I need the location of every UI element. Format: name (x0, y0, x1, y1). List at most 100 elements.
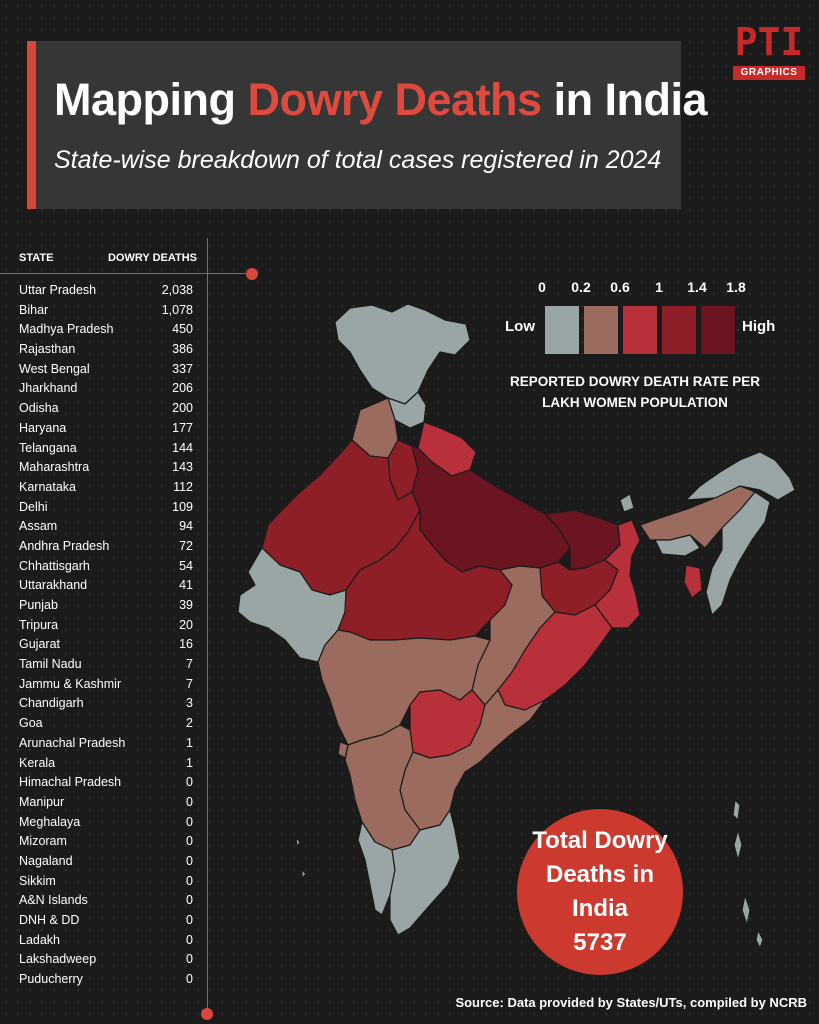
logo-main-text: PTI (733, 20, 805, 64)
state-name: Nagaland (19, 853, 73, 868)
region-kerala (357, 821, 396, 916)
state-name: Karnataka (19, 479, 76, 494)
table-row: Meghalaya 0 (19, 813, 193, 833)
source-note: Source: Data provided by States/UTs, com… (455, 995, 807, 1010)
state-name: Ladakh (19, 932, 61, 947)
region-karnataka (344, 724, 421, 851)
table-row: West Bengal 337 (19, 360, 193, 380)
state-name: Chandigarh (19, 696, 84, 711)
legend-swatch (622, 305, 658, 355)
dowry-deaths-value: 0 (186, 853, 193, 868)
region-nagaland-manipur-mizoram (705, 491, 771, 616)
total-line2: Deaths in India (545, 861, 655, 922)
table-row: Nagaland 0 (19, 852, 193, 872)
logo-sub-text: GRAPHICS (733, 66, 805, 80)
table-row: Chhattisgarh 54 (19, 557, 193, 577)
state-name: Haryana (19, 420, 67, 435)
legend-title-line1: REPORTED DOWRY DEATH RATE PER (509, 374, 760, 389)
dowry-deaths-value: 0 (186, 794, 193, 809)
state-name: Andhra Pradesh (19, 538, 110, 553)
table-row: Assam 94 (19, 517, 193, 537)
dowry-deaths-value: 0 (186, 972, 193, 987)
table-row: Odisha 200 (19, 399, 193, 419)
state-name: Tripura (19, 617, 59, 632)
dowry-deaths-value: 0 (186, 834, 193, 849)
state-name: Assam (19, 519, 58, 534)
dowry-deaths-value: 0 (186, 913, 193, 927)
legend-tick-label: 1 (655, 279, 663, 295)
dowry-deaths-value: 20 (179, 617, 193, 632)
region-tripura (683, 564, 703, 599)
state-name: Chhattisgarh (19, 558, 90, 573)
table-row: Uttar Pradesh 2,038 (19, 281, 193, 301)
total-line1: Total Dowry (532, 827, 668, 854)
dowry-deaths-value: 7 (186, 657, 193, 672)
region-meghalaya (654, 534, 701, 557)
table-row: Puducherry 0 (19, 970, 193, 990)
dowry-deaths-value: 1 (186, 735, 193, 750)
table-row: Ladakh 0 (19, 931, 193, 951)
state-name: Delhi (19, 499, 48, 514)
region-goa (337, 741, 349, 759)
state-name: Manipur (19, 794, 65, 809)
dowry-deaths-value: 0 (186, 873, 193, 888)
state-name: Mizoram (19, 834, 67, 849)
header-dowry-deaths: DOWRY DEATHS (107, 252, 197, 264)
dowry-deaths-value: 94 (179, 519, 193, 534)
state-name: Telangana (19, 440, 77, 455)
state-name: Gujarat (19, 637, 60, 652)
table-row: Maharashtra 143 (19, 458, 193, 478)
title-part1: Mapping (54, 74, 248, 125)
state-name: Rajasthan (19, 342, 76, 357)
dowry-deaths-value: 112 (173, 479, 193, 494)
state-name: Jammu & Kashmir (19, 676, 122, 691)
region-islands-an (732, 799, 764, 949)
table-row: Telangana 144 (19, 439, 193, 459)
legend-low-label: Low (505, 318, 535, 335)
divider-dot (246, 268, 258, 280)
dowry-deaths-value: 144 (172, 440, 193, 455)
state-name: Punjab (19, 598, 58, 612)
table-row: Haryana 177 (19, 419, 193, 439)
total-value: 5737 (573, 929, 627, 956)
legend-swatch (661, 305, 697, 355)
table-row: Goa 2 (19, 714, 193, 734)
region-sikkim (619, 493, 635, 513)
state-name: Uttar Pradesh (19, 283, 97, 297)
table-header-divider (0, 273, 246, 274)
region-jammu-kashmir-ladakh (334, 303, 471, 405)
region-himachal (387, 391, 427, 429)
dowry-deaths-value: 109 (172, 499, 193, 514)
table-row: A&N Islands 0 (19, 891, 193, 911)
title-box (27, 41, 681, 209)
dowry-deaths-value: 143 (172, 460, 193, 475)
table-row: Gujarat 16 (19, 635, 193, 655)
legend-title-line2: LAKH WOMEN POPULATION (542, 395, 728, 410)
table-row: Himachal Pradesh 0 (19, 773, 193, 793)
state-name: Lakshadweep (19, 952, 97, 967)
dowry-deaths-value: 386 (172, 342, 193, 357)
table-row: Punjab 39 (19, 596, 193, 616)
table-row: Rajasthan 386 (19, 340, 193, 360)
legend-tick-label: 0.2 (571, 279, 591, 295)
dowry-deaths-value: 0 (186, 952, 193, 967)
dowry-deaths-value: 0 (186, 814, 193, 829)
region-tamil-nadu (389, 809, 461, 936)
legend-tick-label: 0.6 (610, 279, 630, 295)
legend-high-label: High (742, 318, 776, 335)
table-row: Jharkhand 206 (19, 379, 193, 399)
state-name: Madhya Pradesh (19, 322, 114, 337)
region-west-bengal (594, 519, 641, 629)
state-name: A&N Islands (19, 893, 88, 908)
table-row: Bihar 1,078 (19, 301, 193, 321)
state-name: Bihar (19, 302, 49, 317)
header-state: STATE (19, 252, 54, 264)
title-part2: in India (541, 74, 708, 125)
dowry-deaths-value: 2 (186, 716, 193, 731)
table-row: DNH & DD 0 (19, 911, 193, 931)
dowry-deaths-value: 0 (186, 932, 193, 947)
legend-tick-label: 1.4 (687, 279, 707, 295)
state-name: Maharashtra (19, 460, 90, 475)
state-name: Puducherry (19, 972, 83, 987)
table-row: Madhya Pradesh 450 (19, 320, 193, 340)
